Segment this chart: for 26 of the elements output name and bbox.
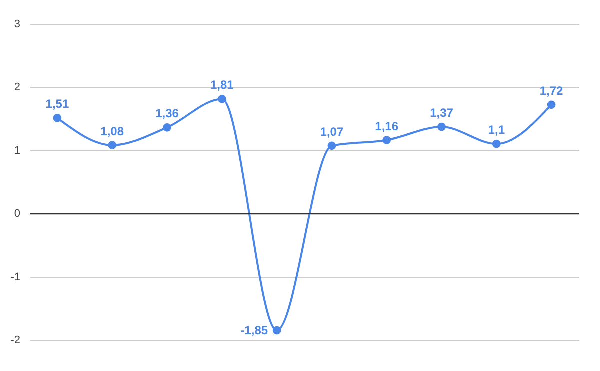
data-label: 1,07 xyxy=(320,124,344,139)
y-tick-label: 0 xyxy=(14,208,20,220)
y-tick-label: -2 xyxy=(10,334,20,346)
point xyxy=(492,140,501,148)
point xyxy=(438,122,446,132)
point xyxy=(382,136,392,144)
data-label: 1,37 xyxy=(430,106,454,120)
point xyxy=(53,114,62,122)
data-label: 1,36 xyxy=(156,106,180,121)
data-label: 1,72 xyxy=(540,84,564,98)
data-label: 1,1 xyxy=(488,123,506,138)
point xyxy=(218,95,226,104)
point xyxy=(272,326,282,335)
y-tick-label: 3 xyxy=(14,18,20,30)
data-label: 1,16 xyxy=(375,119,399,134)
data-label: 1,08 xyxy=(100,124,124,138)
y-tick-label: 2 xyxy=(14,82,20,94)
data-label: 1,51 xyxy=(46,97,70,112)
y-tick-label: 1 xyxy=(14,144,20,157)
data-label: 1,81 xyxy=(210,78,234,92)
point xyxy=(328,142,336,150)
point xyxy=(108,141,117,150)
y-tick-label: -1 xyxy=(10,271,20,284)
point xyxy=(163,123,172,132)
point xyxy=(547,100,556,110)
data-label: -1,85 xyxy=(240,324,268,338)
